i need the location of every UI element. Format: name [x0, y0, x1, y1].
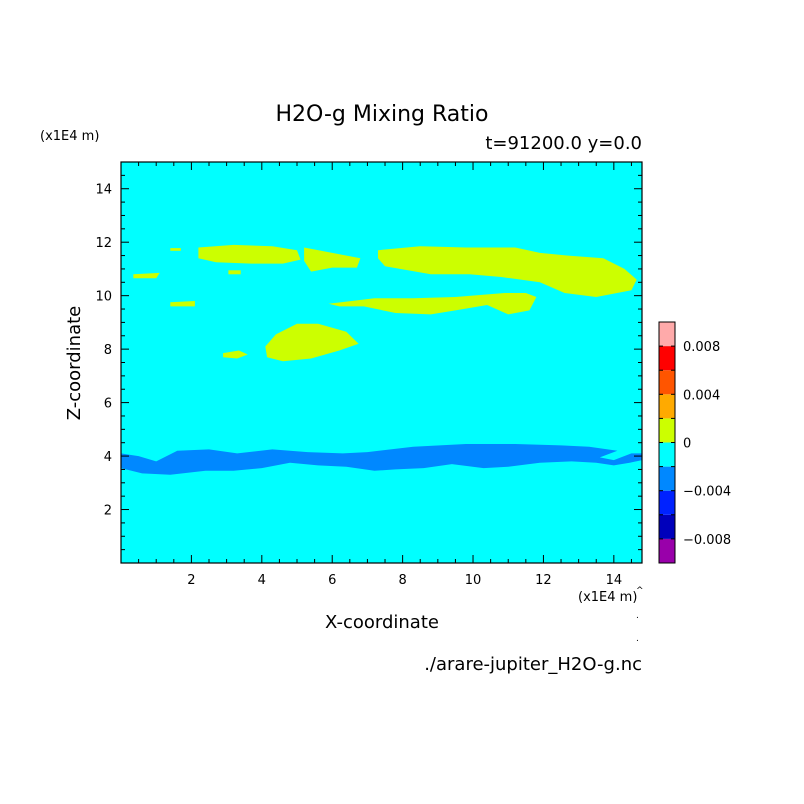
axes: 2 4 6 8 10 12 14 2 4 6 8 10 12 14 — [95, 161, 643, 588]
positive-contour-region — [133, 272, 160, 279]
x-tick-label: 2 — [187, 573, 195, 588]
positive-contour-region — [170, 301, 195, 307]
y-tick-label: 12 — [95, 236, 112, 251]
colorbar-swatch — [659, 418, 675, 443]
positive-contour-region — [198, 244, 301, 264]
chart-subtitle: t=91200.0 y=0.0 — [485, 133, 642, 154]
corner-marker: ^ — [636, 586, 644, 596]
corner-marker: . — [636, 611, 639, 621]
x-tick-label: 10 — [465, 573, 482, 588]
x-axis-label: X-coordinate — [325, 612, 439, 633]
y-tick-label: 2 — [104, 504, 112, 519]
corner-markers: ^ . . — [636, 586, 644, 644]
positive-contour-region — [378, 246, 637, 297]
x-tick-label: 6 — [328, 573, 336, 588]
positive-contour-region — [304, 247, 361, 272]
colorbar-tick-label: −0.008 — [683, 533, 731, 548]
x-tick-label: 4 — [258, 573, 266, 588]
filename-label: ./arare-jupiter_H2O-g.nc — [424, 654, 642, 675]
corner-marker: . — [636, 634, 639, 644]
colorbar-swatch — [659, 394, 675, 419]
colorbar-swatch — [659, 322, 675, 347]
x-tick-label: 8 — [398, 573, 406, 588]
colorbar-swatch — [659, 466, 675, 491]
y-tick-label: 10 — [95, 290, 112, 305]
colorbar: −0.008 −0.004 0 0.004 0.008 — [658, 321, 731, 564]
contour-plot-area — [121, 162, 642, 563]
plot-background — [121, 162, 642, 563]
positive-contour-region — [170, 248, 181, 251]
colorbar-tick-label: 0.008 — [683, 340, 720, 355]
colorbar-swatch — [659, 514, 675, 539]
colorbar-swatch — [659, 490, 675, 515]
chart-title: H2O-g Mixing Ratio — [276, 102, 489, 127]
y-tick-label: 6 — [104, 397, 112, 412]
positive-contour-region — [228, 270, 241, 275]
colorbar-swatch — [659, 442, 675, 467]
colorbar-swatch — [659, 346, 675, 371]
y-axis-label: Z-coordinate — [64, 306, 85, 421]
colorbar-tick-label: 0.004 — [683, 388, 720, 403]
negative-contour-region — [121, 444, 642, 475]
y-tick-label: 8 — [104, 343, 112, 358]
x-tick-label: 14 — [606, 573, 623, 588]
y-unit-label: (x1E4 m) — [40, 129, 99, 144]
x-unit-label: (x1E4 m) — [578, 590, 637, 605]
positive-contour-region — [223, 350, 248, 359]
positive-contour-region — [265, 323, 359, 362]
y-tick-label: 4 — [104, 450, 112, 465]
colorbar-swatch — [659, 370, 675, 395]
colorbar-tick-label: 0 — [683, 437, 691, 452]
y-tick-label: 14 — [95, 183, 112, 198]
colorbar-tick-label: −0.004 — [683, 485, 731, 500]
positive-contour-region — [328, 293, 537, 315]
x-tick-label: 12 — [535, 573, 552, 588]
colorbar-swatch — [659, 538, 675, 563]
